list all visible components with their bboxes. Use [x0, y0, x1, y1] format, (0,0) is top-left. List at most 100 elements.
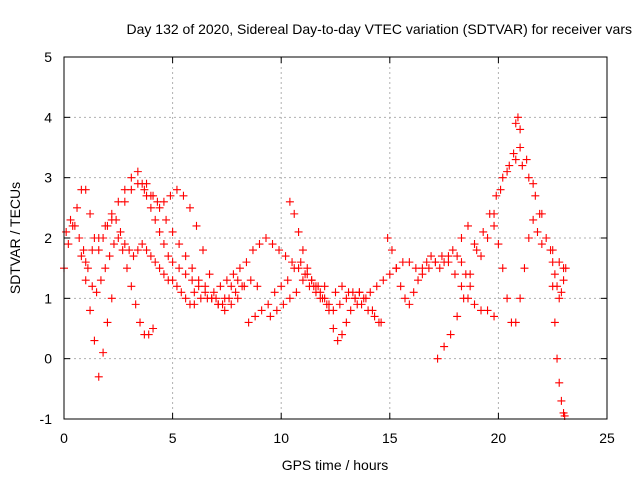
x-axis-label: GPS time / hours — [282, 457, 389, 473]
data-point — [366, 288, 375, 297]
data-point — [553, 282, 562, 291]
data-point — [518, 161, 527, 170]
data-point — [529, 215, 538, 224]
data-point — [140, 185, 149, 194]
data-point — [550, 318, 559, 327]
data-point — [511, 155, 520, 164]
data-point — [133, 246, 142, 255]
data-point — [479, 227, 488, 236]
data-point — [470, 240, 479, 249]
data-point — [377, 318, 386, 327]
data-point — [470, 300, 479, 309]
data-point — [364, 306, 373, 315]
series-t13 — [433, 155, 546, 363]
data-point — [159, 197, 168, 206]
data-point — [181, 270, 190, 279]
data-point — [503, 294, 512, 303]
data-point — [516, 143, 525, 152]
data-point — [177, 288, 186, 297]
data-point — [531, 191, 540, 200]
data-point — [372, 282, 381, 291]
data-point — [149, 191, 158, 200]
data-point — [261, 234, 270, 242]
data-point — [159, 240, 168, 249]
data-point — [448, 246, 457, 255]
data-point — [99, 348, 108, 357]
data-point — [203, 294, 212, 303]
data-point — [81, 185, 90, 194]
series-t18 — [548, 258, 570, 303]
series-t10 — [285, 197, 364, 345]
data-point — [118, 246, 127, 255]
data-point — [162, 215, 171, 224]
data-point — [535, 209, 544, 218]
data-point — [94, 372, 103, 381]
data-point — [329, 324, 338, 333]
data-point — [172, 185, 181, 194]
data-point — [522, 155, 531, 164]
data-point — [190, 288, 199, 297]
data-point — [290, 209, 299, 218]
data-point — [222, 276, 231, 285]
data-point — [542, 234, 551, 242]
data-point — [175, 240, 184, 249]
data-point — [129, 252, 138, 261]
data-point — [112, 215, 121, 224]
data-points — [60, 113, 570, 420]
data-point — [298, 276, 307, 285]
data-point — [248, 246, 257, 255]
series-t1 — [60, 185, 199, 309]
x-tick-label: 10 — [273, 430, 289, 446]
data-point — [194, 276, 203, 285]
data-point — [457, 258, 466, 267]
data-point — [86, 306, 95, 315]
data-point — [509, 149, 518, 158]
data-point — [164, 252, 173, 261]
data-point — [96, 276, 105, 285]
data-point — [387, 246, 396, 255]
plot-frame — [63, 56, 608, 420]
data-point — [220, 306, 229, 315]
data-point — [324, 306, 333, 315]
data-point — [257, 306, 266, 315]
data-point — [175, 264, 184, 273]
data-point — [292, 288, 301, 297]
data-point — [477, 252, 486, 261]
data-point — [435, 264, 444, 273]
data-point — [516, 125, 525, 134]
data-point — [101, 264, 110, 273]
chart-title: Day 132 of 2020, Sidereal Day-to-day VTE… — [127, 21, 633, 37]
series-t6 — [142, 179, 262, 315]
data-point — [331, 288, 340, 297]
data-point — [64, 240, 73, 249]
data-point — [199, 246, 208, 255]
data-point — [225, 294, 234, 303]
data-point — [285, 197, 294, 206]
data-point — [303, 264, 312, 273]
data-point — [81, 276, 90, 285]
data-point — [431, 258, 440, 267]
data-point — [338, 330, 347, 339]
data-point — [524, 173, 533, 182]
data-point — [320, 282, 329, 291]
data-point — [268, 240, 277, 249]
data-point — [244, 318, 253, 327]
series-t15 — [490, 215, 546, 327]
data-point — [414, 276, 423, 285]
data-point — [490, 312, 499, 321]
data-point — [459, 294, 468, 303]
data-point — [190, 300, 199, 309]
data-point — [288, 258, 297, 267]
data-point — [151, 215, 160, 224]
data-point — [255, 240, 264, 249]
data-point — [524, 234, 533, 242]
data-point — [92, 288, 101, 297]
data-point — [346, 306, 355, 315]
data-point — [133, 179, 142, 188]
data-point — [242, 258, 251, 267]
data-point — [86, 209, 95, 218]
data-point — [227, 282, 236, 291]
data-point — [214, 300, 223, 309]
data-point — [277, 282, 286, 291]
